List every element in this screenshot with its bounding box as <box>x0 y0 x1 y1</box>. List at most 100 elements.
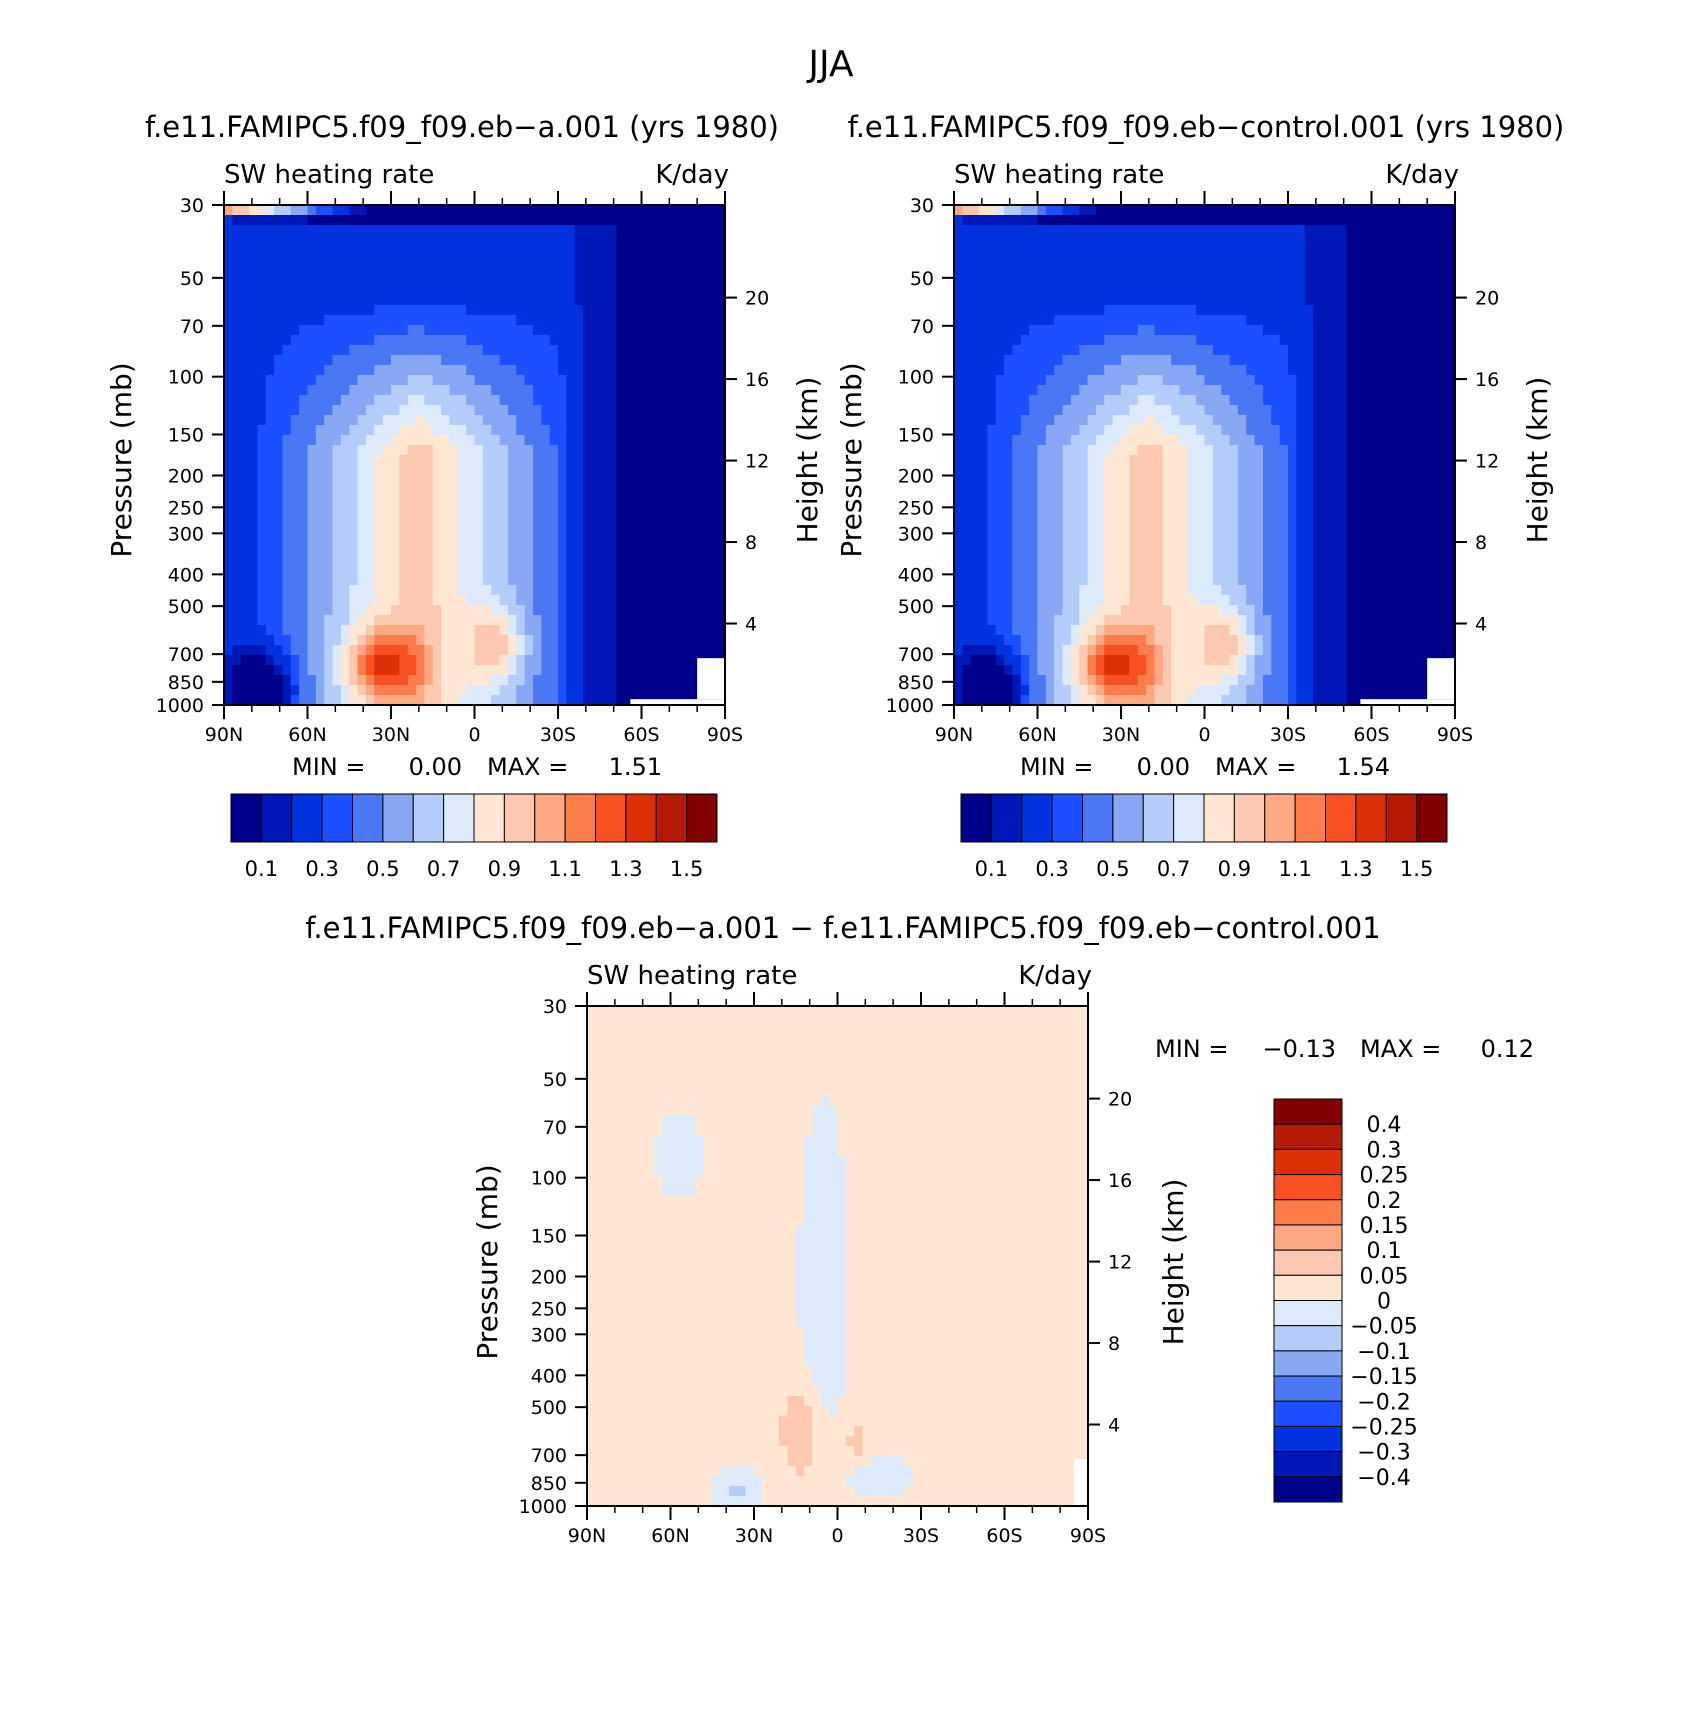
field-cell <box>616 615 626 626</box>
field-cell <box>274 405 284 416</box>
field-cell <box>691 245 701 256</box>
field-cell <box>290 525 300 536</box>
field-cell <box>1154 345 1164 356</box>
field-cell <box>466 475 476 486</box>
field-cell <box>1304 215 1314 226</box>
field-cell <box>1121 205 1130 216</box>
field-cell <box>1162 295 1172 306</box>
field-cell <box>1187 465 1197 476</box>
field-cell <box>683 545 693 556</box>
field-cell <box>566 205 576 216</box>
field-cell <box>449 435 459 446</box>
field-cell <box>1346 395 1356 406</box>
field-cell <box>532 235 542 246</box>
field-cell <box>1246 475 1256 486</box>
field-cell <box>583 495 592 506</box>
field-cell <box>549 635 559 646</box>
field-cell <box>507 425 517 436</box>
field-cell <box>1421 285 1431 296</box>
field-cell <box>583 415 592 426</box>
field-cell <box>583 365 592 376</box>
field-cell <box>1288 205 1297 216</box>
field-cell <box>633 445 643 456</box>
field-cell <box>641 215 651 226</box>
field-cell <box>591 275 601 286</box>
field-cell <box>1379 365 1389 376</box>
field-cell <box>1304 245 1314 256</box>
field-cell <box>1012 225 1022 236</box>
field-cell <box>282 215 292 226</box>
field-cell <box>1446 385 1456 396</box>
field-cell <box>1346 485 1356 496</box>
field-cell <box>574 525 584 536</box>
field-cell <box>1171 285 1181 296</box>
field-cell <box>541 625 551 636</box>
field-cell <box>432 415 442 426</box>
field-cell <box>1196 465 1206 476</box>
field-cell <box>1079 395 1089 406</box>
field-cell <box>1304 205 1314 216</box>
field-cell <box>1229 275 1239 286</box>
field-cell <box>633 285 643 296</box>
field-cell <box>315 655 325 666</box>
field-cell <box>1112 425 1122 436</box>
field-cell <box>674 245 684 256</box>
field-cell <box>391 415 400 426</box>
field-cell <box>340 575 350 586</box>
field-cell <box>1162 435 1172 446</box>
field-cell <box>566 555 576 566</box>
field-cell <box>466 695 476 706</box>
field-cell <box>365 465 375 476</box>
field-cell <box>549 385 559 396</box>
field-cell <box>1329 265 1339 276</box>
field-cell <box>1037 235 1047 246</box>
field-cell <box>1095 345 1105 356</box>
field-cell <box>1429 355 1439 366</box>
field-cell <box>240 245 250 256</box>
field-cell <box>424 335 434 346</box>
field-cell <box>532 245 542 256</box>
field-cell <box>1254 505 1264 516</box>
field-cell <box>257 415 267 426</box>
field-cell <box>1229 215 1239 226</box>
field-cell <box>1112 205 1122 216</box>
field-cell <box>624 205 634 216</box>
field-cell <box>1446 405 1456 416</box>
field-cell <box>1087 395 1097 406</box>
field-cell <box>499 275 509 286</box>
field-cell <box>491 575 501 586</box>
field-cell <box>1413 245 1423 256</box>
field-cell <box>1196 425 1206 436</box>
field-cell <box>995 465 1005 476</box>
field-cell <box>340 555 350 566</box>
field-cell <box>407 425 417 436</box>
field-cell <box>574 545 584 556</box>
field-cell <box>365 345 375 356</box>
field-cell <box>1413 465 1423 476</box>
field-cell <box>683 225 693 236</box>
field-cell <box>1388 485 1398 496</box>
field-cell <box>282 495 292 506</box>
field-cell <box>416 685 425 696</box>
y-tick-label: 700 <box>168 644 204 666</box>
field-cell <box>1004 485 1014 496</box>
field-cell <box>566 225 576 236</box>
field-cell <box>357 415 367 426</box>
field-cell <box>1396 245 1406 256</box>
field-cell <box>1062 235 1072 246</box>
field-cell <box>1363 345 1373 356</box>
field-cell <box>399 615 409 626</box>
field-cell <box>608 375 618 386</box>
y-tick-label: 1000 <box>156 695 204 717</box>
field-cell <box>1371 325 1381 336</box>
field-cell <box>691 275 701 286</box>
field-cell <box>307 525 317 536</box>
field-cell <box>257 385 267 396</box>
field-cell <box>332 565 342 576</box>
field-cell <box>1429 435 1439 446</box>
field-cell <box>466 665 476 676</box>
field-cell <box>274 635 284 646</box>
field-cell <box>1137 475 1147 486</box>
field-cell <box>482 265 492 276</box>
field-cell <box>1346 375 1356 386</box>
